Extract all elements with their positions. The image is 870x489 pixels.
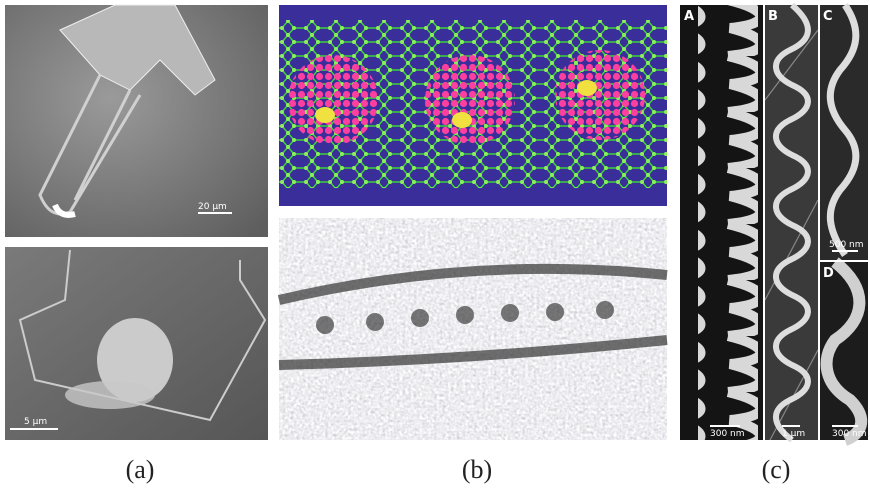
scale-bar-label: 300 nm <box>710 429 745 439</box>
panel-caption: (b) <box>462 455 492 484</box>
panel-b-bottom <box>279 218 667 440</box>
figure: 20 µm 5 µm (a) (b) <box>0 0 870 489</box>
scale-bar-label: 500 nm <box>829 240 864 250</box>
scale-bar-label: 1 µm <box>782 429 805 439</box>
subpanel-letter: A <box>684 9 694 24</box>
panel-b-top <box>279 5 667 206</box>
panel-a-top: 20 µm <box>5 5 268 237</box>
subpanel-letter: B <box>768 9 778 24</box>
panel-caption: (a) <box>126 455 155 484</box>
scale-bar-label: 20 µm <box>198 202 227 212</box>
panel-c: A B C D 300 nm 1 µm 500 nm 300 nm <box>680 5 868 440</box>
subpanel-letter: D <box>823 266 834 281</box>
scale-bar-label: 5 µm <box>24 417 47 427</box>
panel-caption: (c) <box>762 455 791 484</box>
subpanel-letter: C <box>823 9 833 24</box>
panel-a-bottom: 5 µm <box>5 247 268 440</box>
scale-bar-label: 300 nm <box>832 429 867 439</box>
